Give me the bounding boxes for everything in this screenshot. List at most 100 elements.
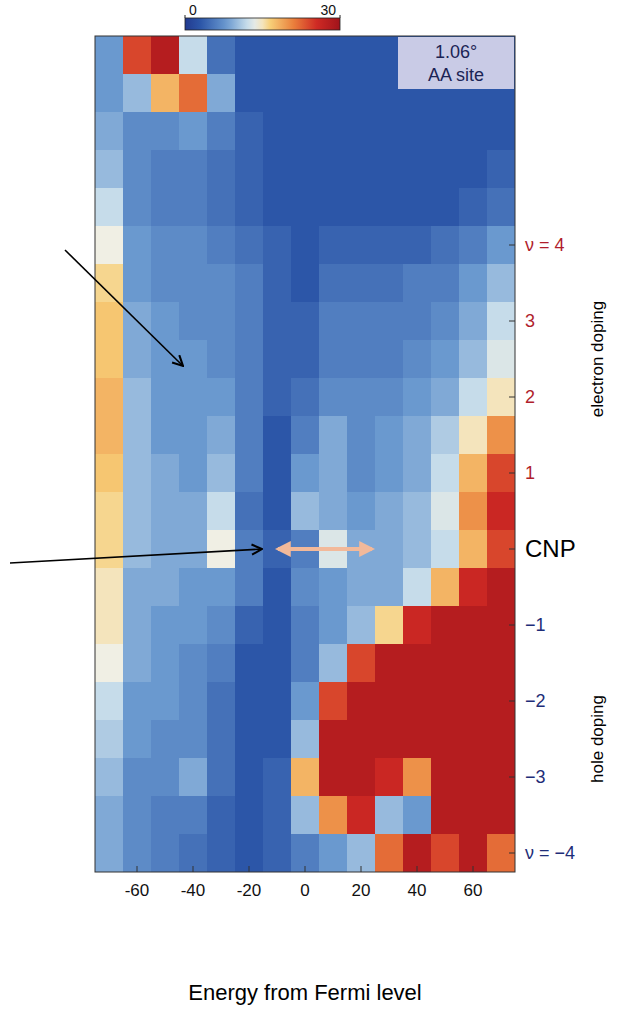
heatmap-cell	[151, 264, 180, 303]
heatmap-cell	[235, 416, 264, 455]
heatmap-cell	[235, 568, 264, 607]
colorbar-tick-label: 0	[189, 2, 197, 18]
heatmap-cell	[403, 150, 432, 189]
heatmap-cell	[151, 416, 180, 455]
heatmap-cell	[487, 454, 515, 493]
heatmap-cell	[207, 74, 236, 113]
heatmap-cell	[235, 36, 264, 75]
heatmap-cell	[179, 796, 208, 835]
heatmap-cell	[263, 720, 292, 759]
heatmap-cell	[347, 758, 376, 797]
heatmap-cell	[151, 226, 180, 265]
heatmap-cell	[431, 568, 460, 607]
heatmap-cell	[487, 758, 515, 797]
heatmap-cell	[375, 796, 404, 835]
heatmap-cell	[291, 302, 320, 341]
heatmap-cell	[347, 682, 376, 721]
heatmap-cell	[95, 150, 124, 189]
heatmap-cell	[207, 302, 236, 341]
heatmap-cell	[487, 720, 515, 759]
heatmap-cell	[375, 188, 404, 227]
heatmap-cell	[347, 112, 376, 151]
heatmap-cell	[179, 150, 208, 189]
heatmap-cell	[403, 758, 432, 797]
heatmap-cell	[179, 606, 208, 645]
inset-text: AA site	[428, 65, 484, 85]
heatmap-cell	[291, 682, 320, 721]
heatmap-cell	[123, 606, 152, 645]
heatmap-cell	[319, 606, 348, 645]
heatmap-cell	[179, 644, 208, 683]
heatmap-cell	[179, 834, 208, 872]
y-tick	[509, 397, 515, 398]
heatmap-cell	[431, 264, 460, 303]
heatmap-cell	[459, 682, 488, 721]
heatmap-cell	[95, 416, 124, 455]
heatmap-cell	[487, 264, 515, 303]
heatmap-cell	[95, 454, 124, 493]
heatmap-cell	[263, 264, 292, 303]
heatmap-cell	[347, 226, 376, 265]
heatmap-cell	[291, 264, 320, 303]
heatmap-cell	[263, 302, 292, 341]
heatmap-cell	[347, 834, 376, 872]
heatmap-cell	[459, 226, 488, 265]
heatmap-cell	[151, 606, 180, 645]
heatmap-cell	[459, 150, 488, 189]
heatmap-cell	[487, 796, 515, 835]
heatmap-cell	[319, 150, 348, 189]
heatmap-cell	[431, 226, 460, 265]
heatmap-cell	[95, 112, 124, 151]
heatmap-cell	[347, 302, 376, 341]
heatmap-cell	[235, 264, 264, 303]
heatmap-cell	[459, 644, 488, 683]
heatmap-cell	[403, 226, 432, 265]
heatmap-cell	[375, 302, 404, 341]
heatmap-cell	[207, 150, 236, 189]
heatmap-cell	[291, 226, 320, 265]
heatmap-cell	[431, 150, 460, 189]
heatmap-cell	[263, 492, 292, 531]
inset-box	[398, 37, 514, 89]
heatmap-cell	[431, 530, 460, 569]
heatmap-cell	[459, 340, 488, 379]
heatmap-cell	[207, 226, 236, 265]
x-tick	[249, 866, 250, 872]
heatmap-cell	[403, 264, 432, 303]
heatmap-cell	[207, 720, 236, 759]
heatmap-cell	[207, 606, 236, 645]
y-tick	[509, 245, 515, 246]
plot-frame	[95, 36, 515, 872]
inset-text: 1.06°	[435, 42, 477, 62]
doping-label: electron doping	[588, 301, 607, 417]
heatmap-cell	[95, 340, 124, 379]
heatmap-cell	[207, 454, 236, 493]
heatmap-cell	[487, 492, 515, 531]
y-tick-label: −3	[525, 767, 546, 787]
heatmap-cell	[123, 150, 152, 189]
heatmap-cell	[123, 340, 152, 379]
heatmap-cell	[347, 36, 376, 75]
heatmap-cell	[151, 302, 180, 341]
heatmap-cell	[207, 796, 236, 835]
y-tick-label: −1	[525, 615, 546, 635]
pointer-arrow	[10, 549, 262, 563]
heatmap-cell	[487, 150, 515, 189]
heatmap-cell	[347, 796, 376, 835]
heatmap-cell	[375, 834, 404, 872]
heatmap-cell	[235, 454, 264, 493]
y-tick-label: ν = −4	[525, 843, 575, 863]
heatmap-cell	[151, 758, 180, 797]
heatmap-cell	[151, 150, 180, 189]
heatmap-cell	[263, 226, 292, 265]
heatmap-cell	[487, 606, 515, 645]
heatmap-cell	[375, 112, 404, 151]
heatmap-cell	[431, 796, 460, 835]
heatmap-cell	[263, 568, 292, 607]
y-tick-label: 2	[525, 387, 535, 407]
heatmap-cell	[347, 264, 376, 303]
heatmap-cell	[95, 796, 124, 835]
heatmap-cell	[375, 150, 404, 189]
heatmap-cell	[431, 416, 460, 455]
heatmap-cell	[263, 758, 292, 797]
